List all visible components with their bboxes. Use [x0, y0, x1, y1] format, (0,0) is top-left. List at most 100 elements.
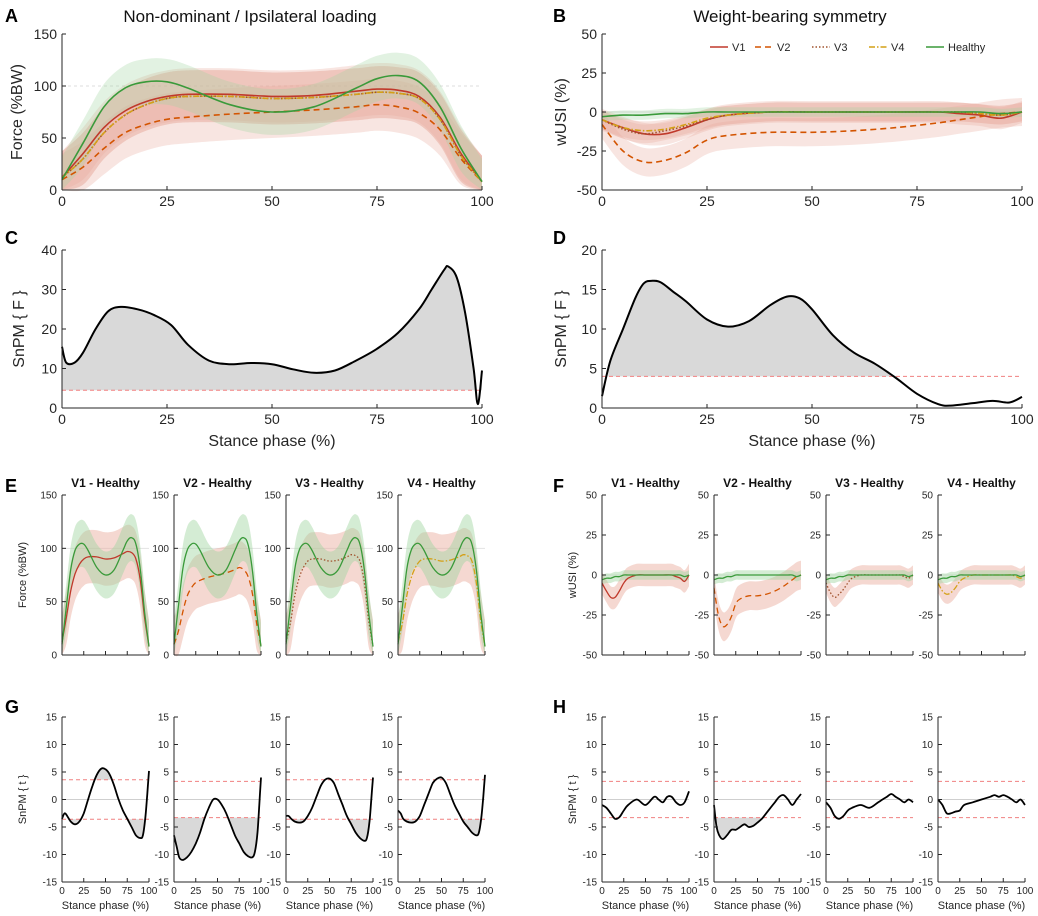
panel-g-sub4-ytick-label: 10 [382, 740, 394, 751]
panel-g-sub1-xtick-label: 25 [78, 886, 90, 897]
series-line-healthy [397, 536, 486, 647]
panel-h-sub3-ytick-label: 0 [815, 795, 821, 806]
panel-e-sub1-ytick-label: 0 [51, 651, 57, 662]
panel-letter-f: F [553, 476, 564, 496]
panel-h-sub1-ytick-label: -15 [583, 878, 598, 889]
panel-g-sub1-ytick-label: 15 [46, 713, 58, 724]
panel-g-sub3-xtick-label: 0 [283, 886, 289, 897]
panel-a-ytick-label: 50 [41, 130, 57, 146]
spm-curve [601, 790, 690, 820]
panel-h-sub2-xtick-label: 50 [752, 886, 764, 897]
significance-fill [62, 266, 476, 391]
panel-letter-b: B [553, 6, 566, 26]
panel-f-sub1-ytick-label: -50 [583, 651, 598, 662]
legend-label-v3: V3 [834, 42, 847, 54]
panel-h-sub1-xtick-label: 100 [681, 886, 698, 897]
panel-h-sub4-ytick-label: -15 [919, 878, 934, 889]
panel-g-sub3-xlabel: Stance phase (%) [286, 900, 373, 912]
series-line-healthy [61, 536, 150, 647]
panel-f-sub4-ytick-label: -50 [919, 651, 934, 662]
sd-band-healthy [714, 570, 801, 585]
panel-b-ylabel: wUSI (%) [553, 78, 570, 147]
subplot-title: V2 - Healthy [723, 476, 792, 490]
panel-a-ylabel: Force (%BW) [9, 64, 26, 160]
panel-h-sub4-xtick-label: 25 [954, 886, 966, 897]
panel-g-sub1-xtick-label: 50 [100, 886, 112, 897]
subplot-title: V4 - Healthy [407, 476, 476, 490]
panel-h-sub4-ytick-label: 15 [922, 713, 934, 724]
panel-g-sub4-ytick-label: 5 [387, 768, 393, 779]
significance-fill [174, 817, 205, 860]
panel-b-xtick-label: 50 [804, 193, 820, 209]
panel-g-sub4-ytick-label: 0 [387, 795, 393, 806]
panel-e-sub1-ytick-label: 150 [40, 491, 57, 502]
panel-h-sub3-ytick-label: 5 [815, 768, 821, 779]
significance-fill [228, 817, 259, 858]
series-line-healthy [937, 574, 1026, 581]
subplot-title: V4 - Healthy [947, 476, 1016, 490]
panel-g-sub1-ytick-label: -15 [43, 878, 58, 889]
panel-g-sub1-ytick-label: 0 [51, 795, 57, 806]
series-line-v2 [173, 566, 262, 647]
panel-h-sub3-xtick-label: 0 [823, 886, 829, 897]
panel-g-sub2-xtick-label: 25 [190, 886, 202, 897]
sd-band-healthy [62, 52, 482, 190]
panel-h-sub1-xtick-label: 75 [662, 886, 674, 897]
panel-d-ytick-label: 20 [581, 242, 597, 258]
panel-e-sub3-ytick-label: 150 [264, 491, 281, 502]
panel-g-sub1-xtick-label: 75 [122, 886, 134, 897]
panel-f-sub2-ytick-label: 25 [698, 531, 710, 542]
panel-g-sub1-xlabel: Stance phase (%) [62, 900, 149, 912]
panel-f-sub3-ytick-label: -50 [807, 651, 822, 662]
panel-g-sub1-ytick-label: -10 [43, 850, 58, 861]
panel-b-ytick-label: 0 [589, 104, 597, 120]
sd-band-healthy [286, 514, 373, 655]
panel-g-sub3-xtick-label: 100 [365, 886, 382, 897]
subplot-title: V1 - Healthy [71, 476, 140, 490]
panel-h-sub4-xtick-label: 100 [1017, 886, 1034, 897]
panel-h-sub4-ytick-label: 5 [927, 768, 933, 779]
legend-label-v1: V1 [732, 42, 745, 54]
legend-label-v4: V4 [891, 42, 904, 54]
subplot-title: V1 - Healthy [611, 476, 680, 490]
panel-b-xtick-label: 0 [598, 193, 606, 209]
panel-f-sub3-ytick-label: -25 [807, 611, 822, 622]
panel-f-sub4-ytick-label: 0 [927, 571, 933, 582]
panel-f-sub3-ytick-label: 25 [810, 531, 822, 542]
spm-curve [825, 793, 914, 820]
panel-g-sub4-xtick-label: 25 [414, 886, 426, 897]
panel-g-sub3-ytick-label: 10 [270, 740, 282, 751]
panel-c-ytick-label: 0 [49, 400, 57, 416]
panel-h-sub2-xtick-label: 0 [711, 886, 717, 897]
panel-g-sub3-xtick-label: 75 [346, 886, 358, 897]
panel-c-ytick-label: 10 [41, 360, 57, 376]
panel-g-sub1-xtick-label: 0 [59, 886, 65, 897]
panel-g-sub2-xlabel: Stance phase (%) [174, 900, 261, 912]
panel-h-sub3-xtick-label: 75 [886, 886, 898, 897]
panel-g-sub2-xtick-label: 100 [253, 886, 270, 897]
panel-h-sub2-ytick-label: 5 [703, 768, 709, 779]
panel-d-xtick-label: 25 [699, 411, 715, 427]
panel-d-xtick-label: 50 [804, 411, 820, 427]
spm-curve [397, 774, 486, 837]
series-line-healthy [713, 574, 802, 581]
panel-letter-h: H [553, 697, 566, 717]
sd-band-healthy [62, 514, 149, 655]
panel-e-sub4-ytick-label: 100 [376, 544, 393, 555]
panel-g-sub2-ytick-label: -15 [155, 878, 170, 889]
sd-band-healthy [174, 514, 261, 655]
panel-g-sub1-ytick-label: 10 [46, 740, 58, 751]
sd-band-healthy [398, 514, 485, 655]
panel-g-sub3-xtick-label: 50 [324, 886, 336, 897]
panel-g-sub1-ylabel: SnPM { t } [17, 774, 29, 824]
panel-h-sub2-xtick-label: 75 [774, 886, 786, 897]
panel-h-sub2-ytick-label: 15 [698, 713, 710, 724]
panel-f-sub1-ytick-label: 0 [591, 571, 597, 582]
panel-h-sub1-ytick-label: 0 [591, 795, 597, 806]
panel-e-sub3-ytick-label: 0 [275, 651, 281, 662]
panel-a-xtick-label: 50 [264, 193, 280, 209]
panel-c-xtick-label: 25 [159, 411, 175, 427]
panel-e-sub4-ytick-label: 50 [382, 597, 394, 608]
spm-curve [285, 777, 374, 842]
